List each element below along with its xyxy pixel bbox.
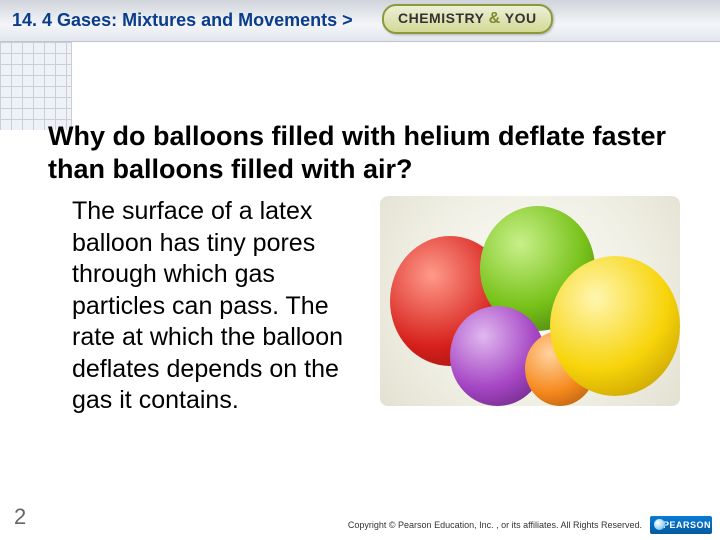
footer: Copyright © Pearson Education, Inc. , or… xyxy=(348,516,712,534)
question-heading: Why do balloons filled with helium defla… xyxy=(48,120,680,186)
pearson-logo: PEARSON xyxy=(650,516,712,534)
grid-decoration xyxy=(0,42,72,130)
body-paragraph: The surface of a latex balloon has tiny … xyxy=(72,196,362,417)
page-number: 2 xyxy=(14,504,26,530)
logo-text: PEARSON xyxy=(663,520,711,530)
copyright-text: Copyright © Pearson Education, Inc. , or… xyxy=(348,520,642,530)
chemistry-and-you-badge: CHEMISTRY & YOU xyxy=(382,4,553,34)
balloons-image xyxy=(380,196,680,406)
badge-text-right: YOU xyxy=(505,10,537,26)
balloon-yellow-icon xyxy=(550,256,680,396)
badge-ampersand: & xyxy=(489,10,501,27)
badge-text-left: CHEMISTRY xyxy=(398,10,484,26)
section-title: 14. 4 Gases: Mixtures and Movements > xyxy=(12,10,353,31)
slide-header: 14. 4 Gases: Mixtures and Movements > CH… xyxy=(0,0,720,42)
